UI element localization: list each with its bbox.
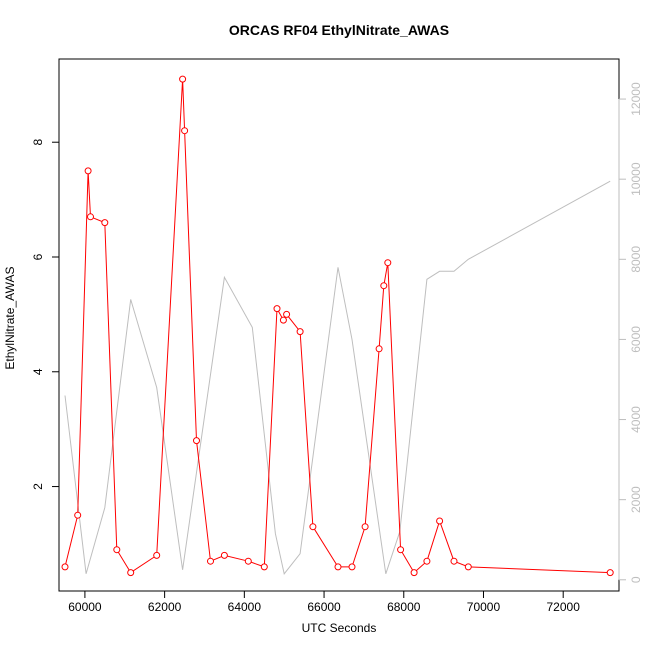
data-point (283, 310, 291, 318)
data-point (153, 551, 161, 559)
plot-frame (58, 58, 620, 592)
data-point (375, 345, 383, 353)
x-tick-label: 60000 (68, 600, 102, 614)
y-tick-label: 6 (31, 253, 45, 260)
x-tick-label: 64000 (228, 600, 262, 614)
y2-tick-label: 12000 (629, 82, 643, 116)
data-point (384, 259, 392, 267)
data-point (127, 569, 135, 577)
data-point (113, 546, 121, 554)
data-point (397, 546, 405, 554)
data-point (296, 328, 304, 336)
data-point (193, 437, 200, 445)
data-point (244, 557, 252, 565)
data-point (61, 563, 69, 571)
data-point (380, 282, 388, 290)
series-line-primary (64, 79, 611, 574)
y2-tick-label: 8000 (629, 246, 643, 273)
data-point (260, 563, 268, 571)
x-axis-label: UTC Seconds (302, 621, 377, 635)
x-axis: 60000 62000 64000 66000 68000 70000 72000 (68, 590, 581, 614)
y-axis-label: EthylNitrate_AWAS (3, 266, 17, 369)
data-point (423, 557, 431, 565)
data-point (181, 127, 189, 135)
data-point (179, 75, 187, 83)
y2-tick-label: 0 (629, 576, 643, 583)
series-layer (61, 75, 614, 577)
x-tick-label: 72000 (547, 600, 581, 614)
data-point (220, 551, 228, 559)
series-line-secondary (64, 180, 611, 575)
data-point (334, 563, 342, 571)
data-point (87, 213, 94, 221)
data-point (436, 517, 444, 525)
data-point (74, 511, 82, 519)
y-tick-label: 4 (31, 368, 45, 375)
y2-tick-label: 4000 (629, 406, 643, 433)
data-point (606, 569, 614, 577)
data-point (101, 219, 109, 227)
data-point (279, 316, 287, 324)
y-tick-label: 8 (31, 139, 45, 146)
data-point (309, 523, 317, 531)
y2-tick-label: 10000 (629, 162, 643, 196)
x-tick-label: 66000 (307, 600, 341, 614)
y2-tick-label: 6000 (629, 326, 643, 353)
data-point (464, 563, 472, 571)
data-point (450, 557, 458, 565)
chart-title: ORCAS RF04 EthylNitrate_AWAS (229, 22, 449, 38)
data-point (207, 557, 214, 565)
x-tick-label: 70000 (467, 600, 501, 614)
y-axis: 2 4 6 8 (31, 139, 60, 490)
x-tick-label: 68000 (387, 600, 421, 614)
y-tick-label: 2 (31, 483, 45, 490)
y2-axis: 0 2000 4000 6000 8000 10000 12000 (618, 82, 643, 583)
data-point (348, 563, 356, 571)
data-point (273, 305, 281, 313)
x-tick-label: 62000 (148, 600, 182, 614)
data-point (410, 569, 418, 577)
data-point (84, 167, 92, 175)
y2-tick-label: 2000 (629, 486, 643, 513)
data-point (361, 523, 369, 531)
